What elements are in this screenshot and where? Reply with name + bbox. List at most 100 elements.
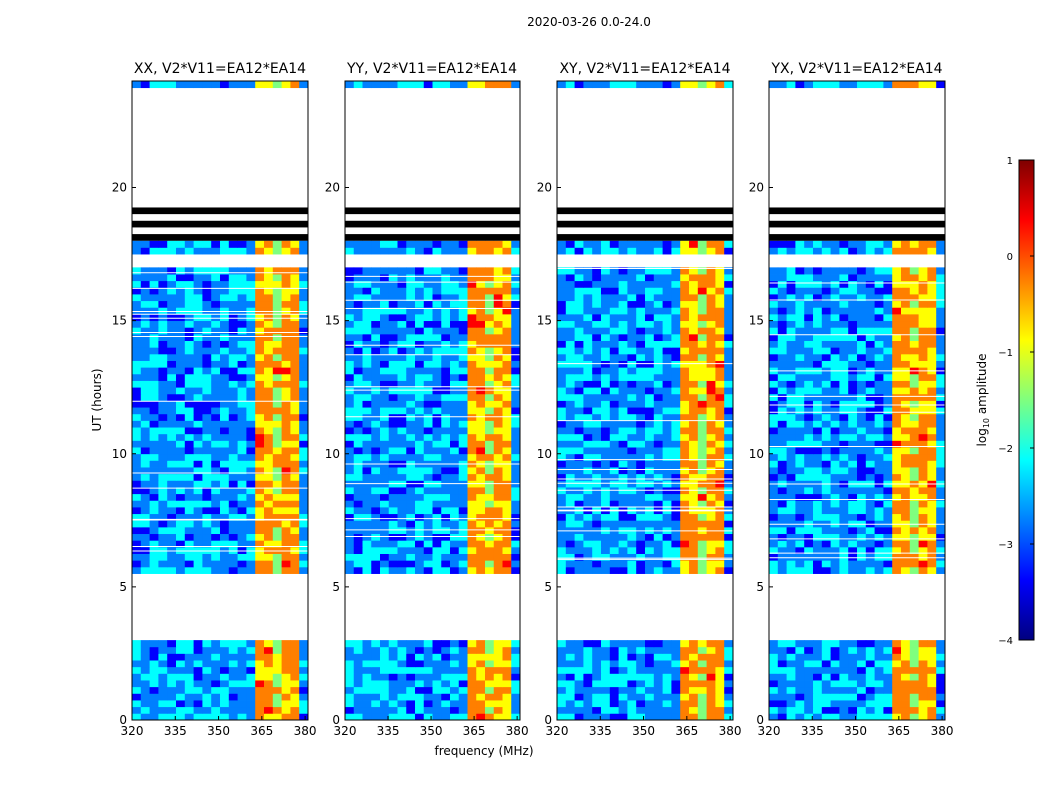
heatmap-cell xyxy=(918,240,928,248)
heatmap-cell xyxy=(627,287,637,295)
heatmap-cell xyxy=(848,646,858,654)
heatmap-cell xyxy=(281,420,291,428)
heatmap-cell xyxy=(511,520,521,528)
heatmap-cell xyxy=(892,693,902,701)
heatmap-cell xyxy=(228,500,238,508)
heatmap-cell xyxy=(493,440,503,448)
heatmap-cell xyxy=(237,240,247,248)
heatmap-cell xyxy=(874,280,884,288)
heatmap-cell xyxy=(220,520,230,528)
heatmap-cell xyxy=(220,447,230,455)
heatmap-cell xyxy=(362,493,372,501)
heatmap-cell xyxy=(795,433,805,441)
heatmap-cell xyxy=(777,274,787,282)
heatmap-cell xyxy=(397,274,407,282)
heatmap-cell xyxy=(618,480,628,488)
heatmap-cell xyxy=(653,440,663,448)
heatmap-cell xyxy=(485,526,495,535)
heatmap-cell xyxy=(706,513,716,521)
heatmap-cell xyxy=(865,460,875,468)
heatmap-cell xyxy=(865,387,875,395)
heatmap-cell xyxy=(176,453,186,461)
heatmap-cell xyxy=(415,680,425,688)
heatmap-cell xyxy=(653,294,663,302)
heatmap-cell xyxy=(821,353,831,361)
heatmap-cell xyxy=(636,500,646,508)
heatmap-cell xyxy=(211,440,221,448)
heatmap-cell xyxy=(237,300,247,308)
heatmap-cell xyxy=(680,467,690,475)
heatmap-cell xyxy=(432,713,442,721)
heatmap-cell xyxy=(450,427,460,435)
heatmap-cell xyxy=(839,373,849,381)
heatmap-cell xyxy=(140,413,150,421)
heatmap-cell xyxy=(892,507,902,515)
heatmap-cell xyxy=(909,473,919,481)
heatmap-cell xyxy=(149,686,159,694)
heatmap-cell xyxy=(211,700,221,708)
heatmap-cell xyxy=(397,666,407,674)
heatmap-cell xyxy=(804,420,814,428)
heatmap-cell xyxy=(918,673,928,681)
heatmap-cell xyxy=(804,513,814,521)
heatmap-cell xyxy=(848,274,858,282)
heatmap-cell xyxy=(353,640,363,648)
heatmap-cell xyxy=(662,553,672,561)
heatmap-cell xyxy=(777,380,787,388)
heatmap-cell xyxy=(388,407,398,415)
heatmap-cell xyxy=(388,686,398,694)
heatmap-cell xyxy=(432,646,442,654)
heatmap-cell xyxy=(158,447,168,455)
heatmap-cell xyxy=(423,693,433,701)
heatmap-cell xyxy=(140,294,150,302)
heatmap-cell xyxy=(874,274,884,282)
heatmap-cell xyxy=(689,427,699,435)
heatmap-cell xyxy=(636,440,646,448)
heatmap-cell xyxy=(467,313,477,322)
heatmap-cell xyxy=(264,313,274,322)
heatmap-cell xyxy=(388,553,398,561)
heatmap-cell xyxy=(813,313,823,322)
heatmap-cell xyxy=(830,347,840,355)
heatmap-cell xyxy=(220,433,230,441)
heatmap-cell xyxy=(432,287,442,295)
heatmap-cell xyxy=(645,660,655,668)
heatmap-cell xyxy=(813,453,823,461)
heatmap-cell xyxy=(246,500,256,508)
heatmap-cell xyxy=(432,493,442,501)
heatmap-cell xyxy=(371,640,381,648)
heatmap-cell xyxy=(848,333,858,341)
heatmap-cell xyxy=(467,447,477,455)
heatmap-cell xyxy=(476,407,486,415)
heatmap-cell xyxy=(557,653,567,661)
heatmap-cell xyxy=(936,553,946,561)
heatmap-cell xyxy=(158,307,168,315)
heatmap-cell xyxy=(557,81,567,89)
heatmap-cell xyxy=(601,313,611,322)
heatmap-cell xyxy=(892,353,902,361)
heatmap-cell xyxy=(255,440,265,448)
heatmap-cell xyxy=(583,493,593,501)
heatmap-cell xyxy=(565,713,575,721)
y-tick-label: 20 xyxy=(325,181,340,195)
heatmap-cell xyxy=(353,520,363,528)
heatmap-cell xyxy=(202,480,212,488)
heatmap-cell xyxy=(936,420,946,428)
heatmap-cell xyxy=(786,546,796,554)
heatmap-cell xyxy=(476,353,486,361)
heatmap-cell xyxy=(397,693,407,701)
heatmap-cell xyxy=(697,546,707,554)
heatmap-cell xyxy=(830,274,840,282)
heatmap-cell xyxy=(450,287,460,295)
heatmap-cell xyxy=(848,700,858,708)
heatmap-cell xyxy=(653,433,663,441)
heatmap-cell xyxy=(821,380,831,388)
heatmap-cell xyxy=(839,680,849,688)
heatmap-cell xyxy=(645,407,655,415)
heatmap-cell xyxy=(184,507,194,515)
heatmap-cell xyxy=(662,460,672,468)
heatmap-cell xyxy=(467,646,477,654)
heatmap-cell xyxy=(857,553,867,561)
heatmap-cell xyxy=(415,347,425,355)
heatmap-cell xyxy=(132,526,142,535)
